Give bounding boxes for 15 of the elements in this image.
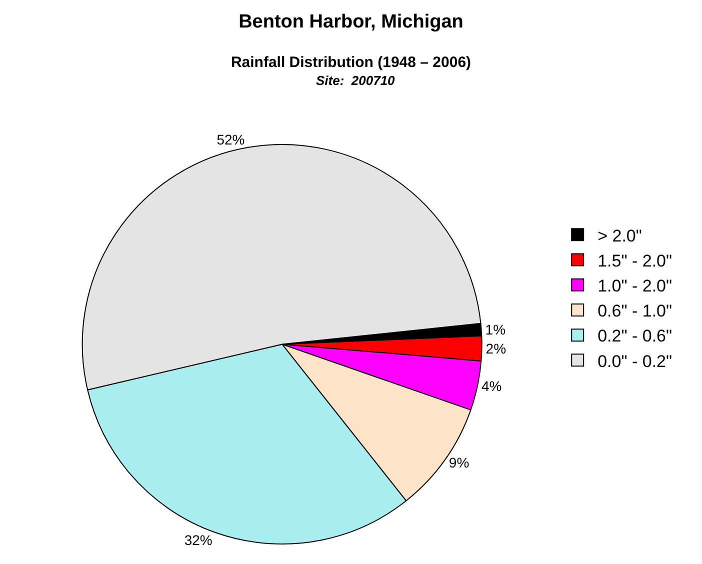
text: Site: 200710 [316,73,396,88]
chart-title: Benton Harbor, Michigan [238,11,464,32]
legend-label: 0.0" - 0.2" [598,352,672,371]
data-label: 52% [216,132,245,148]
data-label: 4% [481,378,502,394]
legend-label: 0.6" - 1.0" [598,302,672,321]
legend-label: > 2.0" [598,226,642,246]
data-label: 9% [448,454,470,471]
legend-label: 1.0" - 2.0" [598,276,672,296]
data-label: 32% [184,532,212,548]
legend-label: 1.5" - 2.0" [598,251,672,270]
legend-label: 0.2" - 0.6" [598,326,672,346]
data-label: 1% [485,322,506,338]
chart-subtitle: Rainfall Distribution (1948 – 2006) [230,54,472,71]
data-label: 2% [486,340,506,356]
